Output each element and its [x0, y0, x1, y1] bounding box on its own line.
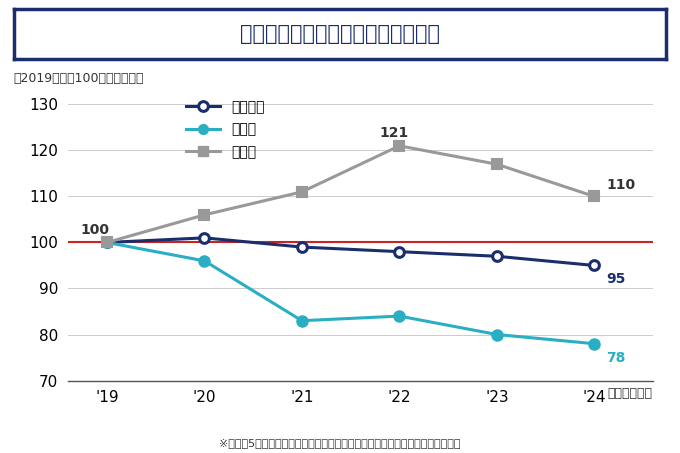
Text: 95: 95: [606, 272, 626, 286]
Text: 私立大の一般選抜の志願者数の推移: 私立大の一般選抜の志願者数の推移: [240, 24, 440, 44]
合格者: [298, 189, 306, 194]
志願者: [298, 318, 306, 323]
Line: 合格者: 合格者: [102, 141, 599, 247]
募集人員: [201, 235, 209, 241]
募集人員: [103, 240, 111, 245]
Text: 110: 110: [606, 178, 635, 192]
志願者: [395, 313, 403, 319]
募集人員: [493, 254, 501, 259]
合格者: [103, 240, 111, 245]
志願者: [201, 258, 209, 264]
募集人員: [590, 263, 598, 268]
志願者: [493, 332, 501, 337]
合格者: [493, 162, 501, 167]
Text: 100: 100: [81, 223, 109, 237]
志願者: [103, 240, 111, 245]
合格者: [201, 212, 209, 217]
募集人員: [395, 249, 403, 255]
Text: （入試年度）: （入試年度）: [608, 387, 653, 400]
合格者: [395, 143, 403, 149]
合格者: [590, 194, 598, 199]
Legend: 募集人員, 志願者, 合格者: 募集人員, 志願者, 合格者: [180, 95, 271, 164]
Text: 121: 121: [380, 126, 409, 140]
Text: ※各年度5月中旬までにベネッセコーポレーションで確認した情報をもとに集計: ※各年度5月中旬までにベネッセコーポレーションで確認した情報をもとに集計: [219, 439, 461, 448]
Line: 募集人員: 募集人員: [102, 233, 599, 270]
募集人員: [298, 244, 306, 250]
Line: 志願者: 志願者: [102, 238, 599, 348]
Text: （2019年度を100とした指数）: （2019年度を100とした指数）: [14, 72, 144, 86]
志願者: [590, 341, 598, 347]
Text: 78: 78: [606, 351, 626, 365]
